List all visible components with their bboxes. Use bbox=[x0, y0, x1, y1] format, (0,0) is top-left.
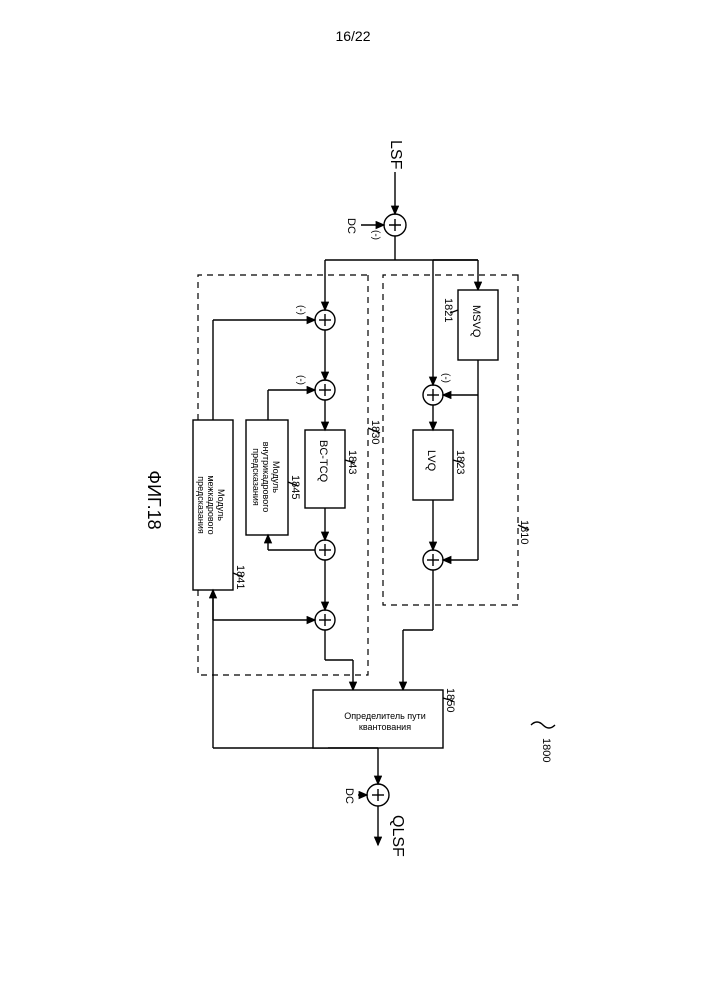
dc-out: DC bbox=[343, 788, 355, 804]
block-lvq-label: LVQ bbox=[425, 450, 437, 472]
sum-top-left bbox=[423, 385, 443, 405]
minus-s0: (-) bbox=[370, 230, 381, 240]
page: 16/22 1800 1810 1830 LSF bbox=[0, 0, 706, 999]
block-msvq-ref: 1821 bbox=[442, 298, 454, 322]
sum-top-right bbox=[423, 550, 443, 570]
sum-bottom-mid bbox=[315, 380, 335, 400]
block-intra-ref: 1845 bbox=[289, 475, 301, 499]
group-bottom-ref: 1830 bbox=[369, 420, 381, 444]
sum-bottom-left bbox=[315, 310, 335, 330]
block-path-l2: квантования bbox=[359, 722, 411, 732]
minus-s3: (-) bbox=[295, 305, 306, 315]
system-ref: 1800 bbox=[531, 722, 555, 762]
block-inter-ref: 1841 bbox=[234, 565, 246, 589]
block-path-l1: Определитель пути bbox=[344, 711, 426, 721]
dc-in: DC bbox=[345, 218, 357, 234]
output-qlsf: QLSF bbox=[389, 815, 406, 857]
minus-s1: (-) bbox=[440, 373, 451, 383]
figure-caption: ФИГ.18 bbox=[144, 470, 164, 529]
block-inter-l1: Модуль bbox=[216, 489, 226, 521]
input-lsf: LSF bbox=[387, 140, 404, 170]
page-number: 16/22 bbox=[0, 28, 706, 44]
block-inter-l3: предсказания bbox=[196, 476, 206, 534]
diagram-svg: 1800 1810 1830 LSF (-) DC bbox=[133, 130, 573, 870]
sum-input bbox=[384, 214, 406, 236]
sum-output bbox=[367, 784, 389, 806]
diagram-root: 1800 1810 1830 LSF (-) DC bbox=[133, 130, 573, 870]
block-intra-l2: внутрикадрового bbox=[261, 441, 271, 512]
block-inter-l2: межкадрового bbox=[206, 475, 216, 534]
block-intra-l3: предсказания bbox=[251, 448, 261, 506]
block-bctcq-label: BC-TCQ bbox=[317, 440, 329, 483]
block-msvq-label: MSVQ bbox=[470, 305, 482, 338]
sum-bottom-right2 bbox=[315, 610, 335, 630]
system-ref-label: 1800 bbox=[540, 738, 552, 762]
sum-bottom-right1 bbox=[315, 540, 335, 560]
block-intra-l1: Модуль bbox=[271, 461, 281, 493]
minus-s4: (-) bbox=[295, 375, 306, 385]
group-top-ref: 1810 bbox=[518, 520, 530, 544]
